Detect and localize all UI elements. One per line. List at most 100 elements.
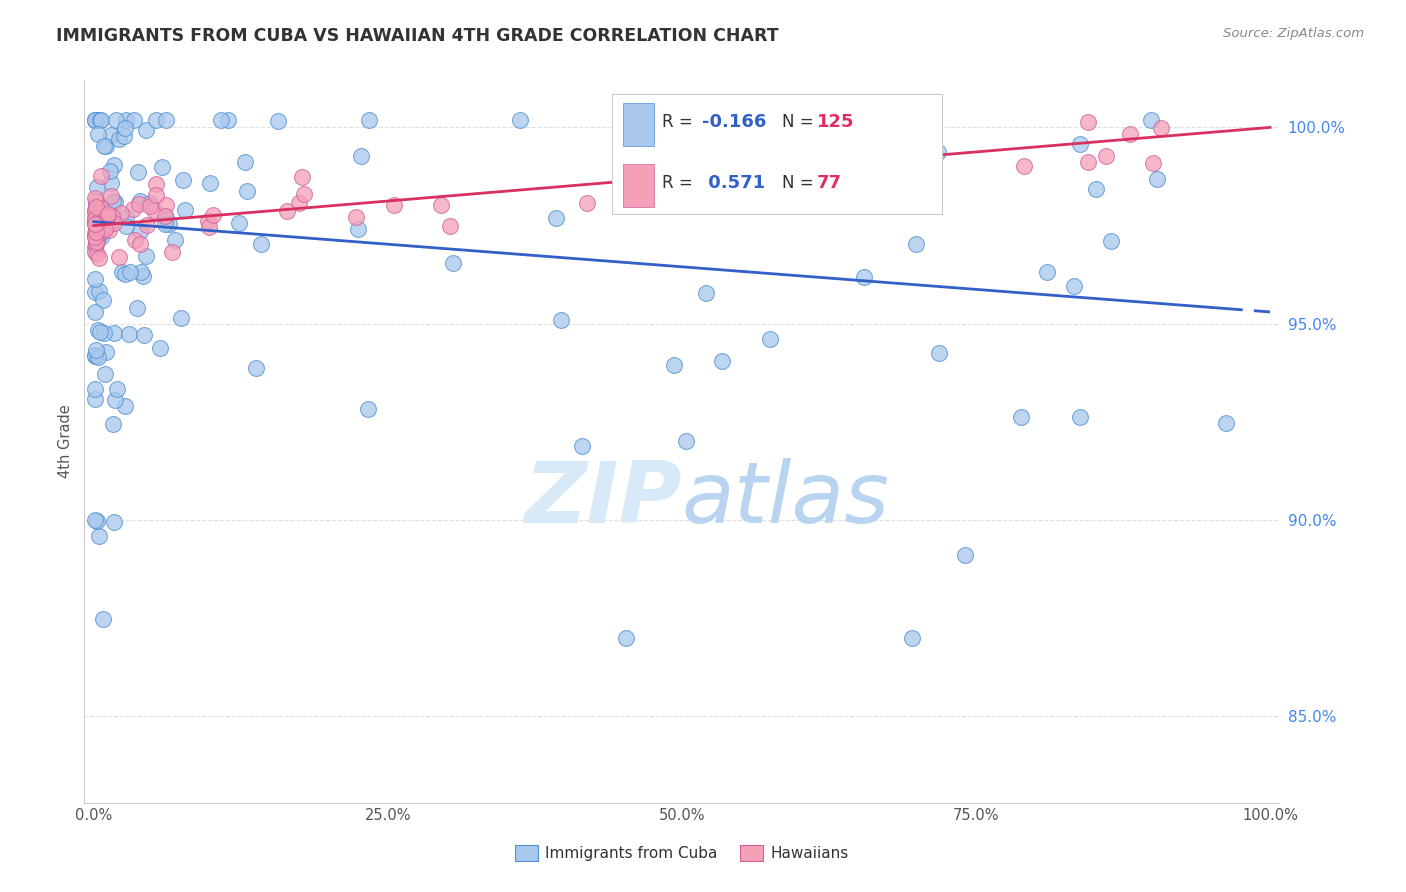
Point xyxy=(104,392,127,407)
Point xyxy=(675,434,697,448)
Point xyxy=(439,219,461,234)
Point xyxy=(100,215,122,229)
Point xyxy=(87,284,110,298)
Point xyxy=(84,215,107,229)
Point xyxy=(132,328,155,343)
Point xyxy=(94,367,117,381)
Point xyxy=(84,208,107,222)
Point xyxy=(129,237,152,252)
Point xyxy=(135,122,157,136)
Point xyxy=(139,198,162,212)
Point xyxy=(84,236,107,251)
Point xyxy=(86,235,108,249)
Point xyxy=(731,189,754,203)
Point xyxy=(201,208,224,222)
Point xyxy=(135,218,157,232)
Point xyxy=(128,194,150,208)
Point xyxy=(266,114,288,128)
Point xyxy=(84,217,107,231)
Point xyxy=(763,155,786,169)
Point xyxy=(90,169,112,183)
Point xyxy=(114,267,136,281)
Point xyxy=(695,286,717,301)
Point xyxy=(350,149,373,163)
Point xyxy=(87,350,110,364)
Point xyxy=(128,197,150,211)
Point xyxy=(1119,127,1142,141)
Point xyxy=(104,194,127,209)
Point xyxy=(90,229,112,244)
Point xyxy=(1014,159,1036,173)
Point xyxy=(105,383,128,397)
Point xyxy=(211,112,233,127)
Point xyxy=(145,187,167,202)
Point xyxy=(103,326,125,340)
Point xyxy=(1010,409,1032,424)
Point xyxy=(103,417,125,431)
Point xyxy=(93,138,115,153)
Point xyxy=(98,164,121,178)
Point xyxy=(127,164,149,178)
Point xyxy=(84,191,107,205)
Point xyxy=(172,173,194,187)
Point xyxy=(84,112,107,127)
Point xyxy=(86,217,108,231)
Point xyxy=(276,204,298,219)
Point xyxy=(127,301,149,315)
Point xyxy=(100,128,122,142)
Point xyxy=(101,194,124,208)
Point xyxy=(84,230,107,244)
Point xyxy=(87,220,110,235)
Point xyxy=(89,112,111,127)
Point xyxy=(197,214,219,228)
Point xyxy=(86,112,108,127)
Point xyxy=(509,112,531,127)
Point xyxy=(96,210,118,224)
Point xyxy=(928,346,950,360)
Point xyxy=(89,252,111,266)
Point xyxy=(1150,120,1173,135)
Point xyxy=(84,240,107,254)
Point xyxy=(84,211,107,226)
Point xyxy=(107,250,129,264)
Point xyxy=(84,112,107,127)
Y-axis label: 4th Grade: 4th Grade xyxy=(58,405,73,478)
Point xyxy=(685,112,707,127)
Point xyxy=(84,305,107,319)
Point xyxy=(429,198,451,212)
Point xyxy=(852,270,875,285)
Point xyxy=(145,112,167,127)
Point xyxy=(382,197,405,211)
Text: 0.571: 0.571 xyxy=(702,174,765,192)
Point xyxy=(110,206,132,220)
Point xyxy=(89,228,111,243)
Point xyxy=(150,160,173,174)
Text: N =: N = xyxy=(782,112,818,131)
Point xyxy=(84,112,107,127)
Text: IMMIGRANTS FROM CUBA VS HAWAIIAN 4TH GRADE CORRELATION CHART: IMMIGRANTS FROM CUBA VS HAWAIIAN 4TH GRA… xyxy=(56,27,779,45)
Point xyxy=(149,341,172,355)
Point xyxy=(91,293,114,307)
Point xyxy=(1069,137,1091,152)
Point xyxy=(1077,115,1099,129)
Point xyxy=(1146,171,1168,186)
Legend: Immigrants from Cuba, Hawaiians: Immigrants from Cuba, Hawaiians xyxy=(509,839,855,867)
Point xyxy=(91,612,114,626)
Point xyxy=(94,211,117,226)
Point xyxy=(1069,409,1091,424)
Text: R =: R = xyxy=(662,174,699,192)
Point xyxy=(905,236,928,251)
Point xyxy=(228,216,250,230)
Point xyxy=(927,145,949,160)
Point xyxy=(84,200,107,214)
Point xyxy=(236,185,259,199)
Point xyxy=(86,514,108,528)
Point xyxy=(84,235,107,249)
Point xyxy=(122,202,145,216)
Point xyxy=(94,206,117,220)
Point xyxy=(97,222,120,236)
Point xyxy=(122,112,145,127)
Point xyxy=(357,112,380,127)
Point xyxy=(145,177,167,191)
Point xyxy=(699,158,721,172)
